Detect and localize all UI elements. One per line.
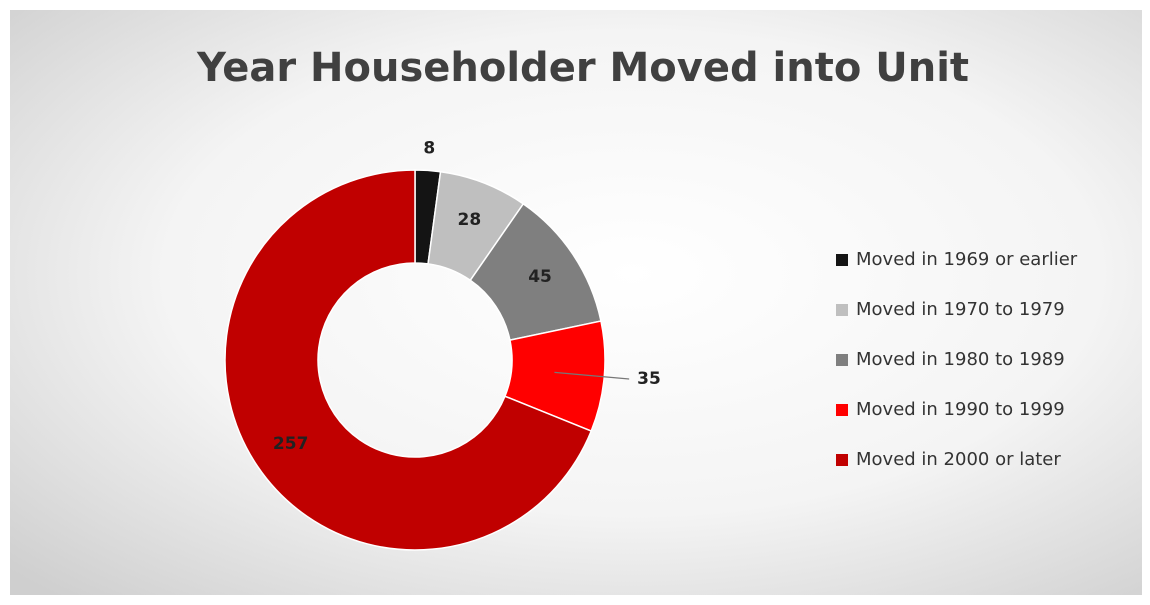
- data-label: 28: [457, 210, 481, 230]
- legend-swatch: [836, 254, 848, 266]
- leader-line: [554, 371, 630, 380]
- donut-slice: [224, 169, 593, 551]
- legend-label: Moved in 2000 or later: [856, 449, 1061, 470]
- legend-swatch: [836, 454, 848, 466]
- data-label: 45: [528, 267, 552, 287]
- data-label: 8: [423, 138, 435, 158]
- legend-swatch: [836, 304, 848, 316]
- legend-swatch: [836, 354, 848, 366]
- legend-label: Moved in 1980 to 1989: [856, 349, 1065, 370]
- legend-label: Moved in 1969 or earlier: [856, 249, 1078, 270]
- legend-swatch: [836, 404, 848, 416]
- legend-label: Moved in 1990 to 1999: [856, 399, 1065, 420]
- data-label: 35: [637, 369, 661, 389]
- chart-title: Year Householder Moved into Unit: [196, 45, 969, 91]
- data-label: 257: [273, 434, 309, 454]
- legend-label: Moved in 1970 to 1979: [856, 299, 1065, 320]
